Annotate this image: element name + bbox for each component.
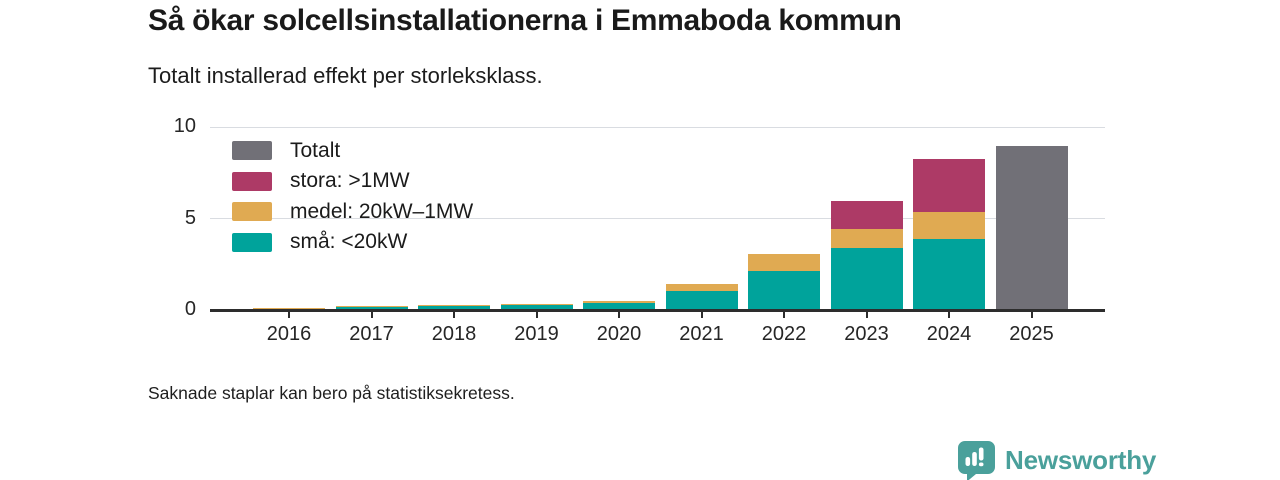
newsworthy-branding: Newsworthy bbox=[957, 440, 1156, 480]
bar-segment-2022-små bbox=[748, 270, 820, 311]
x-axis-label-2022: 2022 bbox=[761, 323, 807, 345]
chart-title: Så ökar solcellsinstallationerna i Emmab… bbox=[148, 4, 902, 37]
bar-segment-2022-medel bbox=[748, 254, 820, 271]
x-axis-label-2023: 2023 bbox=[844, 323, 889, 345]
legend-item-3: små: <20kW bbox=[232, 230, 473, 253]
bar-segment-2017-medel bbox=[335, 306, 408, 307]
x-tick-2018 bbox=[453, 312, 455, 318]
gridline-y-5 bbox=[210, 218, 1105, 219]
x-axis-label-2016: 2016 bbox=[266, 323, 312, 345]
x-axis-label-2025: 2025 bbox=[1009, 323, 1054, 345]
legend-label: Totalt bbox=[290, 138, 341, 162]
bar-segment-2021-små bbox=[665, 290, 738, 311]
chart-subtitle: Totalt installerad effekt per storlekskl… bbox=[148, 63, 543, 88]
x-tick-2023 bbox=[865, 312, 868, 318]
bar-segment-2019-medel bbox=[500, 303, 573, 306]
x-tick-2017 bbox=[370, 312, 373, 318]
x-axis-label-2018: 2018 bbox=[431, 323, 477, 345]
bar-segment-2023-medel bbox=[830, 228, 903, 248]
y-axis-label-10: 10 bbox=[173, 115, 196, 137]
bar-segment-2019-små bbox=[500, 305, 573, 311]
y-axis-label-5: 5 bbox=[184, 206, 196, 229]
legend-item-1: stora: >1MW bbox=[232, 169, 473, 192]
x-tick-2022 bbox=[783, 312, 785, 318]
bar-segment-2024-stora bbox=[913, 159, 985, 213]
legend-swatch bbox=[232, 202, 272, 221]
bar-segment-2017-små bbox=[335, 306, 408, 311]
x-axis-label-2021: 2021 bbox=[679, 323, 724, 345]
legend-swatch bbox=[232, 171, 272, 191]
x-tick-2021 bbox=[700, 312, 703, 318]
legend-label: medel: 20kW–1MW bbox=[290, 199, 474, 223]
x-axis-label-2024: 2024 bbox=[926, 323, 972, 345]
x-axis-line bbox=[210, 309, 1105, 312]
bar-segment-2023-små bbox=[830, 247, 903, 311]
legend-swatch bbox=[232, 232, 272, 252]
legend-label: små: <20kW bbox=[290, 230, 408, 253]
gridline-y-10 bbox=[210, 126, 1105, 128]
x-tick-2020 bbox=[618, 312, 620, 318]
x-tick-2024 bbox=[948, 312, 950, 318]
bar-segment-2024-små bbox=[913, 238, 985, 311]
y-axis-label-0: 0 bbox=[184, 298, 196, 320]
bar-segment-2020-medel bbox=[583, 300, 655, 303]
x-axis-label-2020: 2020 bbox=[596, 323, 642, 345]
bar-segment-2024-medel bbox=[913, 212, 985, 239]
legend-swatch bbox=[232, 141, 272, 160]
x-axis-label-2019: 2019 bbox=[514, 323, 559, 345]
x-tick-2019 bbox=[535, 312, 538, 318]
chart-legend: Totalt stora: >1MW medel: 20kW–1MW små: <20… bbox=[232, 138, 474, 263]
x-axis-label-2017: 2017 bbox=[349, 323, 394, 345]
bar-segment-2020-små bbox=[583, 302, 655, 311]
x-tick-2016 bbox=[288, 312, 290, 318]
legend-item-0: Totalt bbox=[232, 138, 473, 162]
bar-segment-2021-medel bbox=[665, 284, 738, 291]
bar-segment-2018-medel bbox=[418, 304, 490, 307]
legend-label: stora: >1MW bbox=[290, 169, 410, 192]
x-tick-2025 bbox=[1030, 312, 1033, 318]
legend-item-2: medel: 20kW–1MW bbox=[232, 199, 474, 223]
bar-segment-2025-Totalt bbox=[995, 146, 1068, 311]
bar-segment-2023-stora bbox=[830, 201, 903, 229]
footnote: Saknade staplar kan bero på statistiksek… bbox=[148, 383, 515, 403]
newsworthy-logo-icon bbox=[958, 441, 995, 480]
bar-segment-2018-små bbox=[418, 306, 490, 311]
newsworthy-wordmark: Newsworthy bbox=[1005, 445, 1157, 475]
